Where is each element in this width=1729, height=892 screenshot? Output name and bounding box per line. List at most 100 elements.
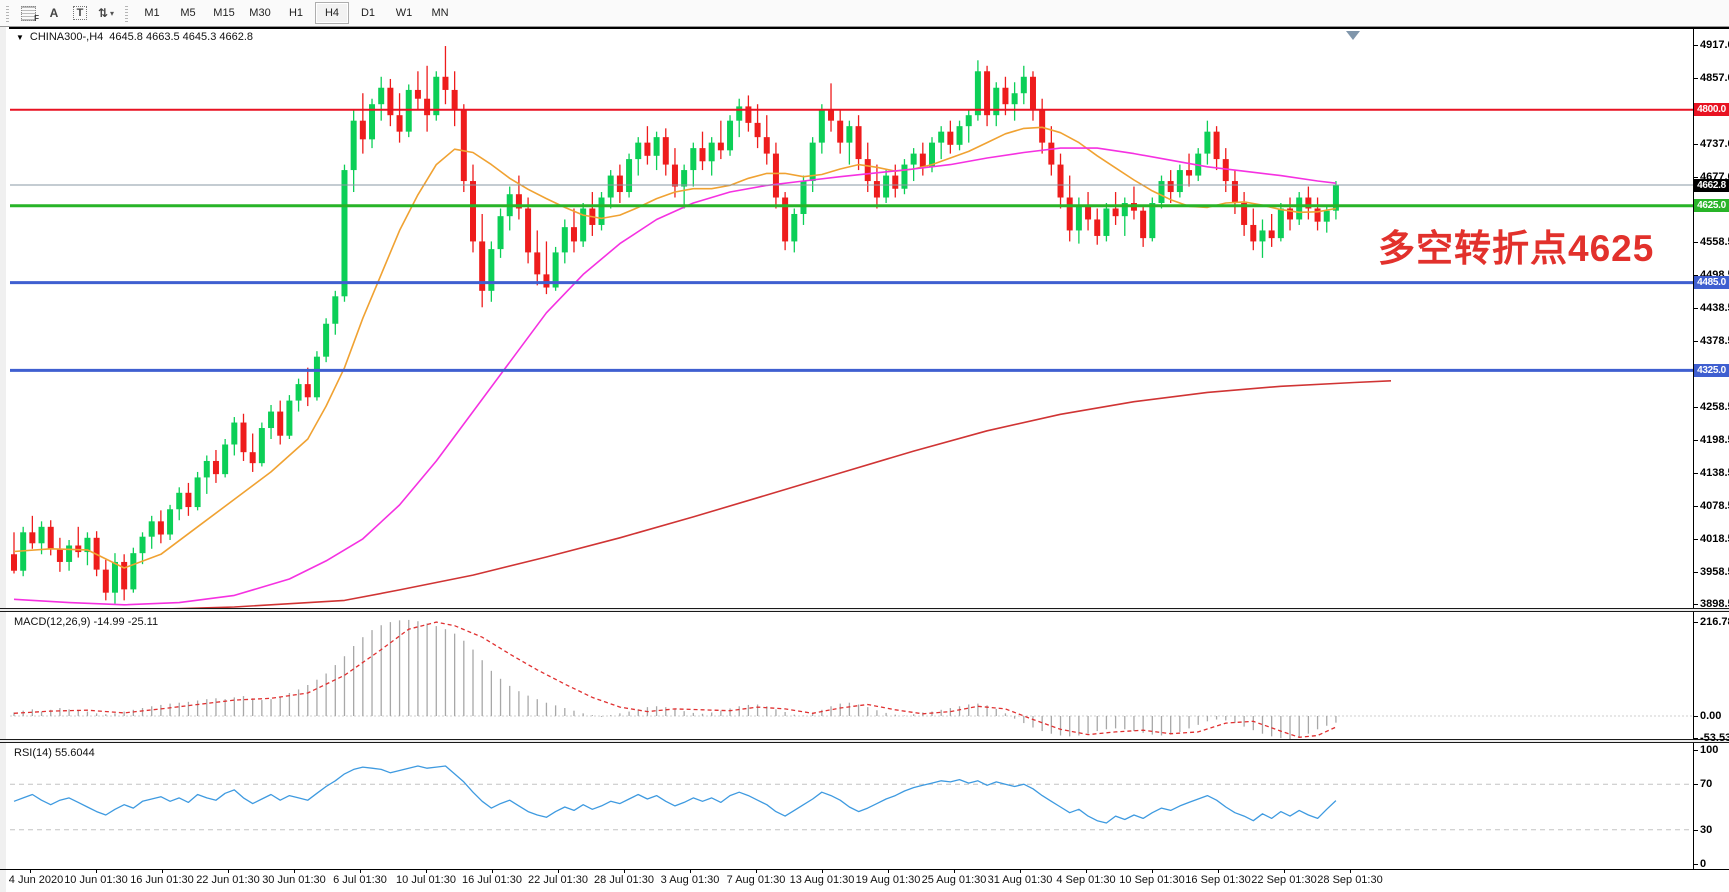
main-macd-splitter[interactable] <box>0 608 1729 612</box>
timeframe-button-mn[interactable]: MN <box>431 7 449 19</box>
bear-candle <box>892 175 899 189</box>
bull-candle <box>818 109 825 143</box>
bull-candle <box>791 213 798 242</box>
bear-candle <box>451 89 458 110</box>
bull-candle <box>313 356 320 398</box>
bull-candle <box>66 545 73 562</box>
price-badge-4800.0: 4800.0 <box>1694 103 1729 117</box>
symbol-dropdown-icon[interactable]: ▼ <box>16 32 24 42</box>
bull-candle <box>1204 131 1211 154</box>
bull-candle <box>965 115 972 127</box>
bull-candle <box>626 159 633 193</box>
macd-rsi-splitter[interactable] <box>0 739 1729 743</box>
bull-candle <box>929 142 935 167</box>
rsi-indicator-pane[interactable] <box>10 743 1693 869</box>
main-price-chart[interactable] <box>10 29 1693 608</box>
date-tick-mark <box>756 869 757 873</box>
date-tick-mark <box>1086 869 1087 873</box>
chart-shift-marker-icon[interactable] <box>1346 31 1360 40</box>
timeframe-button-m15[interactable]: M15 <box>213 7 235 19</box>
bull-candle <box>974 71 981 116</box>
bear-candle <box>1186 170 1193 176</box>
toolbar-grip-handle[interactable] <box>4 4 11 22</box>
bear-candle <box>157 521 164 535</box>
bear-candle <box>240 422 247 453</box>
timeframe-button-h1[interactable]: H1 <box>288 7 304 19</box>
price-tick-label: 4857.0 <box>1693 72 1729 84</box>
bull-candle <box>323 323 330 357</box>
chart-grid-f-icon[interactable]: F <box>16 3 40 23</box>
timeframe-button-d1[interactable]: D1 <box>360 7 376 19</box>
price-badge-4662.8: 4662.8 <box>1694 178 1729 192</box>
date-tick-label: 31 Aug 01:30 <box>987 874 1053 886</box>
ma-mid-magenta[interactable] <box>13 147 1336 606</box>
bull-candle <box>561 227 568 253</box>
bear-candle <box>1167 181 1174 193</box>
date-tick-mark <box>162 869 163 873</box>
bull-bear-turning-point-annotation[interactable]: 多空转折点4625 <box>1378 228 1655 269</box>
bear-candle <box>1222 159 1229 182</box>
bear-candle <box>772 153 779 198</box>
bull-candle <box>341 170 348 297</box>
bull-candle <box>681 170 688 187</box>
bear-candle <box>1039 109 1046 143</box>
bull-candle <box>1323 210 1330 222</box>
bear-candle <box>1314 208 1321 222</box>
bull-candle <box>736 106 743 121</box>
bear-candle <box>56 548 63 562</box>
bear-candle <box>29 532 36 544</box>
bear-candle <box>414 89 421 99</box>
bull-candle <box>350 120 357 171</box>
date-tick-label: 10 Jun 01:30 <box>64 874 128 886</box>
bull-candle <box>405 89 412 132</box>
price-tick-label: 3898.5 <box>1693 598 1729 610</box>
bear-candle <box>671 164 678 187</box>
bull-candle <box>1277 208 1284 239</box>
bull-candle <box>488 249 495 291</box>
bull-candle <box>910 153 917 165</box>
bear-candle <box>1213 131 1220 160</box>
price-tick-label: 4378.5 <box>1693 335 1729 347</box>
timeframe-button-h4[interactable]: H4 <box>315 2 349 24</box>
bull-candle <box>167 509 174 535</box>
text-label-icon[interactable]: T <box>68 3 92 23</box>
toolbar-grip-handle-2[interactable] <box>123 4 130 22</box>
bull-candle <box>1103 208 1110 236</box>
timeframe-button-m30[interactable]: M30 <box>249 7 271 19</box>
chart-symbol-title[interactable]: ▼ CHINA300-,H4 4645.8 4663.5 4645.3 4662… <box>16 31 253 43</box>
date-tick-label: 4 Sep 01:30 <box>1056 874 1116 886</box>
bear-candle <box>102 569 109 593</box>
timeframe-button-m1[interactable]: M1 <box>144 7 160 19</box>
cursor-a-icon[interactable]: A <box>49 6 59 20</box>
bear-candle <box>763 137 770 154</box>
bear-candle <box>699 148 706 162</box>
date-tick-mark <box>888 869 889 873</box>
date-tick-label: 16 Jun 01:30 <box>130 874 194 886</box>
date-tick-label: 7 Aug 01:30 <box>726 874 786 886</box>
date-tick-mark <box>96 869 97 873</box>
bear-candle <box>1002 87 1009 105</box>
bear-candle <box>515 194 522 209</box>
timeframe-button-m5[interactable]: M5 <box>180 7 196 19</box>
date-tick-label: 25 Aug 01:30 <box>921 874 987 886</box>
timeframe-button-w1[interactable]: W1 <box>395 7 413 19</box>
ma-fast-orange[interactable] <box>13 126 1337 569</box>
objects-arrows-icon[interactable]: ⇅ ▾ <box>97 6 115 20</box>
bull-candle <box>993 87 1000 116</box>
bull-candle <box>1176 170 1183 193</box>
price-tick-label: 4018.5 <box>1693 533 1729 545</box>
bull-candle <box>1149 203 1156 239</box>
price-tick-label: 4438.5 <box>1693 302 1729 314</box>
bull-candle <box>203 460 210 478</box>
date-tick-label: 4 Jun 2020 <box>8 874 64 886</box>
bull-candle <box>369 104 376 140</box>
price-tick-label: 3958.5 <box>1693 566 1729 578</box>
bull-candle <box>708 142 715 162</box>
bull-candle <box>580 208 587 242</box>
bear-candle <box>75 545 82 553</box>
date-tick-label: 28 Sep 01:30 <box>1317 874 1383 886</box>
date-tick-label: 13 Aug 01:30 <box>789 874 855 886</box>
macd-indicator-pane[interactable] <box>10 612 1693 739</box>
bull-candle <box>1075 206 1082 231</box>
ma-slow-red[interactable] <box>14 380 1392 608</box>
